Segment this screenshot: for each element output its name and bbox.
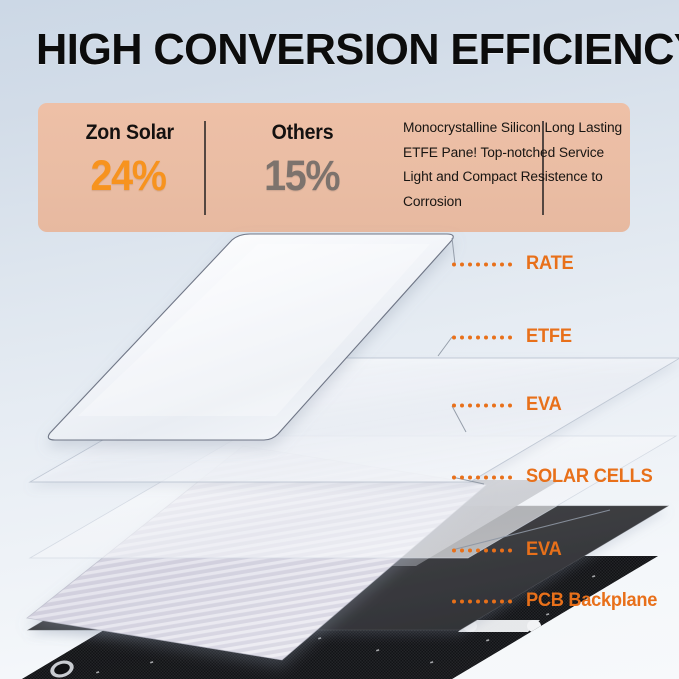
efficiency-column-others: Others 15% — [243, 103, 544, 232]
leader-dots-icon — [452, 548, 518, 553]
layer-rate — [47, 233, 454, 441]
callout-label-eva-lower: EVA — [526, 539, 562, 560]
column-value-others: 15% — [264, 152, 340, 200]
callout-rate: RATE — [452, 253, 576, 275]
feature-description-column: Monocrystalline Silicon Long Lasting ETF… — [377, 103, 630, 232]
leader-dots-icon — [452, 262, 518, 267]
callout-etfe: ETFE — [452, 326, 574, 348]
panel-divider-1 — [204, 121, 206, 215]
callout-eva-upper: EVA — [452, 394, 563, 416]
page-title: HIGH CONVERSION EFFICIENCY — [36, 25, 679, 74]
efficiency-info-panel: Zon Solar 24% Others 15% Monocrystalline… — [38, 103, 630, 232]
pcb-grommet-icon — [50, 660, 74, 678]
column-label-others: Others — [271, 121, 334, 144]
callout-eva-lower: EVA — [452, 539, 563, 561]
leader-dots-icon — [452, 403, 518, 408]
feature-description-text: Monocrystalline Silicon Long Lasting ETF… — [403, 120, 623, 210]
column-label-zon-solar: Zon Solar — [85, 121, 175, 144]
callout-label-solar-cells: SOLAR CELLS — [526, 466, 653, 487]
callout-solar-cells: SOLAR CELLS — [452, 466, 658, 488]
layer-stack-svg — [22, 233, 679, 679]
leader-dots-icon — [452, 335, 518, 340]
efficiency-column-zon-solar: Zon Solar 24% — [38, 103, 242, 232]
panel-divider-2 — [542, 121, 544, 215]
callout-label-eva-upper: EVA — [526, 394, 562, 415]
callout-pcb-backplane: PCB Backplane — [452, 590, 663, 612]
callout-label-rate: RATE — [526, 253, 574, 274]
leader-dots-icon — [452, 599, 518, 604]
callout-label-etfe: ETFE — [526, 326, 572, 347]
leader-dots-icon — [452, 475, 518, 480]
callout-label-pcb-backplane: PCB Backplane — [526, 590, 658, 611]
exploded-layer-diagram — [0, 210, 679, 679]
leader-hairlines — [437, 237, 611, 551]
column-value-zon-solar: 24% — [90, 152, 167, 200]
